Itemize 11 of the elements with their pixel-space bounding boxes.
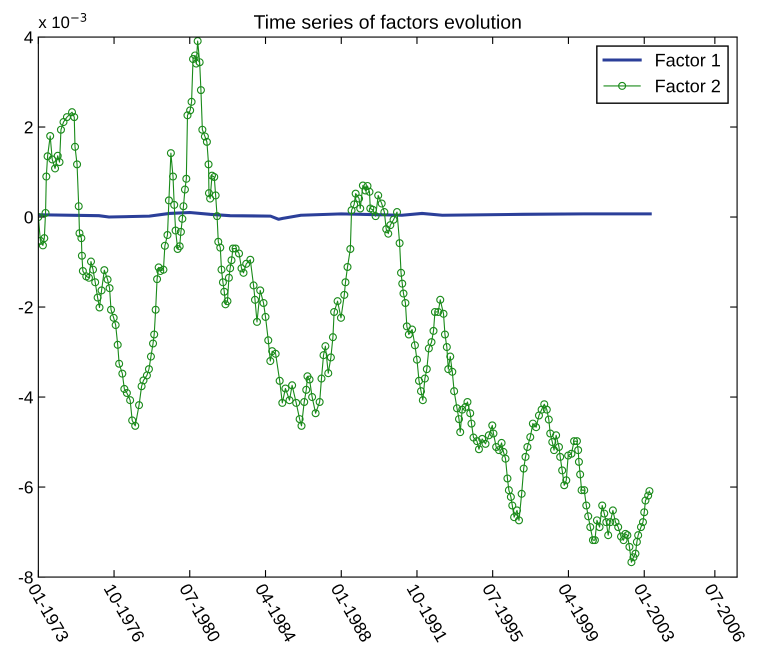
y-tick-label: -4	[18, 391, 33, 404]
y-tick-label: 4	[24, 31, 33, 44]
text: x 10$^{−3}$	[38, 12, 86, 28]
legend-label: Factor 2	[656, 80, 720, 92]
y-tick-label: -2	[18, 301, 33, 314]
y-tick-label: -6	[18, 481, 33, 494]
y-tick-label: -8	[18, 571, 33, 584]
y-tick-label: 0	[24, 211, 33, 224]
legend-label: Factor 1	[656, 54, 720, 67]
y-tick-label: 2	[24, 121, 33, 134]
chart-title: Time series of factors evolution	[254, 14, 521, 29]
